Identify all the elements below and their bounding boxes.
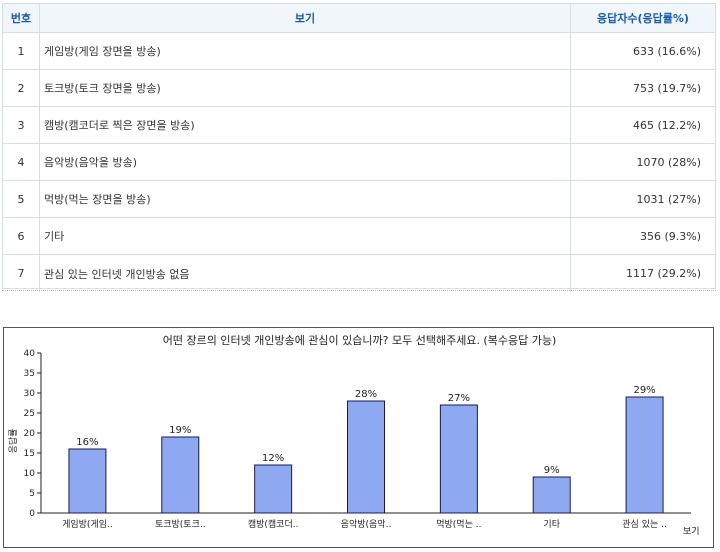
row-option: 게임방(게임 장면을 방송) [40, 33, 571, 69]
bar-value-label: 16% [76, 437, 98, 448]
row-response: 356 (9.3%) [639, 229, 701, 243]
row-number: 6 [3, 218, 40, 254]
bar-value-label: 9% [544, 465, 560, 476]
row-number: 2 [3, 70, 40, 106]
bar-value-label: 12% [262, 453, 284, 464]
row-option: 토크방(토크 장면을 방송) [40, 70, 571, 106]
x-category-label: 관심 있는 .. [622, 518, 667, 530]
bar [532, 476, 571, 514]
row-option: 캠방(캠코더로 찍은 장면을 방송) [40, 107, 571, 143]
bar [68, 448, 107, 514]
row-response: 1070 (28%) [636, 155, 701, 169]
bar [161, 436, 200, 514]
survey-results-table: 번호 보기 응답자수(응답률%) 1 게임방(게임 장면을 방송) 633 (1… [2, 3, 716, 292]
y-tick-label: 40 [24, 349, 36, 359]
table-row: 3 캠방(캠코더로 찍은 장면을 방송) 465 (12.2%) [3, 107, 715, 144]
row-response: 1031 (27%) [636, 192, 701, 206]
row-option: 기타 [40, 218, 571, 254]
table-row: 1 게임방(게임 장면을 방송) 633 (16.6%) [3, 33, 715, 70]
row-number: 1 [3, 33, 40, 69]
bar-value-label: 28% [355, 389, 377, 400]
x-axis-title: 보기 [683, 526, 700, 537]
chart-title: 어떤 장르의 인터넷 개인방송에 관심이 있습니까? 모두 선택해주세요. (복… [162, 334, 557, 347]
table-row: 5 먹방(먹는 장면을 방송) 1031 (27%) [3, 181, 715, 218]
x-category-label: 먹방(먹는 .. [436, 519, 481, 530]
row-number: 3 [3, 107, 40, 143]
bar-value-label: 29% [633, 385, 655, 396]
x-category-label: 캠방(캠코더.. [248, 518, 299, 530]
y-tick-label: 0 [29, 509, 35, 519]
table-row: 4 음악방(음악을 방송) 1070 (28%) [3, 144, 715, 181]
y-tick-label: 30 [24, 389, 36, 399]
row-number: 7 [3, 255, 40, 292]
table-row: 6 기타 356 (9.3%) [3, 218, 715, 255]
y-tick-label: 15 [24, 449, 35, 459]
y-tick-label: 25 [24, 409, 35, 419]
bar [439, 404, 478, 514]
y-tick-label: 5 [29, 489, 35, 499]
x-category-label: 토크방(토크.. [155, 519, 206, 530]
bar-value-label: 27% [448, 393, 470, 404]
x-category-label: 기타 [543, 519, 560, 530]
row-response: 1117 (29.2%) [625, 267, 701, 280]
table-bottom-divider [2, 290, 716, 291]
y-axis-title: 응답률 [7, 429, 19, 454]
row-option: 먹방(먹는 장면을 방송) [40, 181, 571, 217]
y-tick-label: 10 [24, 469, 36, 479]
bar-value-label: 19% [169, 425, 191, 436]
bar [625, 396, 664, 514]
table-row: 7 관심 있는 인터넷 개인방송 없음 1117 (29.2%) [3, 255, 715, 292]
header-option: 보기 [40, 4, 571, 32]
y-tick-label: 20 [24, 429, 36, 439]
bar [347, 400, 385, 514]
bar [254, 464, 293, 514]
x-category-label: 음악방(음악.. [341, 518, 392, 530]
y-tick-label: 35 [24, 369, 35, 379]
table-header-row: 번호 보기 응답자수(응답률%) [3, 4, 715, 33]
row-option: 음악방(음악을 방송) [40, 144, 571, 180]
row-number: 5 [3, 181, 40, 217]
header-response: 응답자수(응답률%) [597, 12, 689, 25]
row-option: 관심 있는 인터넷 개인방송 없음 [40, 255, 571, 292]
row-number: 4 [3, 144, 40, 180]
header-number: 번호 [3, 4, 40, 32]
row-response: 753 (19.7%) [632, 81, 701, 95]
row-response: 633 (16.6%) [632, 44, 701, 58]
table-row: 2 토크방(토크 장면을 방송) 753 (19.7%) [3, 70, 715, 107]
row-response: 465 (12.2%) [632, 118, 701, 132]
x-category-label: 게임방(게임.. [62, 518, 113, 530]
